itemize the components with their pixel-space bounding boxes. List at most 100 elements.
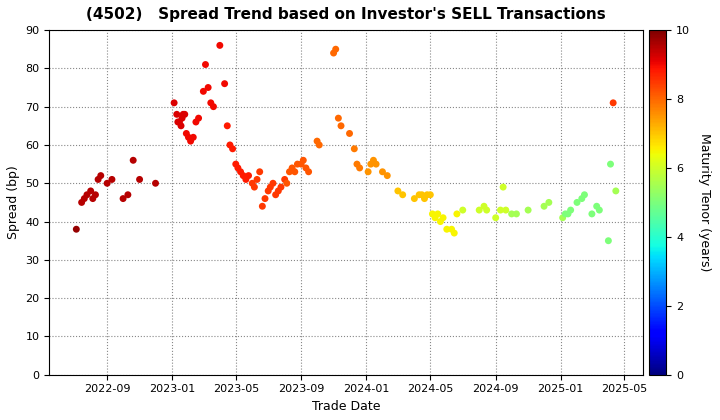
Point bbox=[579, 192, 590, 198]
Point bbox=[175, 123, 186, 129]
X-axis label: Trade Date: Trade Date bbox=[312, 400, 380, 413]
Point bbox=[451, 210, 463, 217]
Point bbox=[174, 118, 185, 125]
Point bbox=[506, 210, 518, 217]
Point bbox=[297, 157, 309, 164]
Point bbox=[510, 210, 522, 217]
Point bbox=[117, 195, 129, 202]
Point bbox=[429, 214, 441, 221]
Point bbox=[238, 172, 249, 179]
Point bbox=[90, 192, 102, 198]
Point bbox=[591, 203, 603, 210]
Point bbox=[264, 184, 276, 190]
Point bbox=[446, 226, 457, 233]
Point bbox=[287, 165, 298, 171]
Point bbox=[333, 115, 344, 121]
Point bbox=[92, 176, 104, 183]
Point bbox=[449, 230, 460, 236]
Point bbox=[437, 214, 449, 221]
Point bbox=[176, 115, 188, 121]
Point bbox=[78, 195, 90, 202]
Point bbox=[543, 199, 554, 206]
Point bbox=[498, 184, 509, 190]
Point bbox=[539, 203, 550, 210]
Point bbox=[273, 188, 284, 194]
Point bbox=[409, 195, 420, 202]
Point bbox=[303, 168, 315, 175]
Point bbox=[313, 142, 325, 148]
Point bbox=[76, 199, 87, 206]
Point bbox=[474, 207, 485, 213]
Point bbox=[348, 145, 360, 152]
Point bbox=[81, 192, 93, 198]
Point bbox=[95, 172, 107, 179]
Point bbox=[214, 42, 225, 49]
Point bbox=[240, 176, 251, 183]
Point bbox=[392, 188, 404, 194]
Point bbox=[289, 168, 300, 175]
Point bbox=[365, 161, 377, 168]
Point bbox=[106, 176, 117, 183]
Point bbox=[246, 180, 258, 186]
Point bbox=[413, 192, 425, 198]
Point bbox=[416, 192, 428, 198]
Y-axis label: Maturity Tenor (years): Maturity Tenor (years) bbox=[698, 133, 711, 272]
Point bbox=[193, 115, 204, 121]
Point bbox=[243, 172, 254, 179]
Point bbox=[351, 161, 363, 168]
Point bbox=[490, 214, 501, 221]
Point bbox=[224, 142, 235, 148]
Point bbox=[222, 123, 233, 129]
Point bbox=[441, 226, 453, 233]
Point bbox=[370, 161, 382, 168]
Point bbox=[343, 130, 355, 137]
Point bbox=[227, 145, 238, 152]
Point bbox=[275, 184, 287, 190]
Point bbox=[610, 188, 621, 194]
Point bbox=[419, 195, 431, 202]
Point bbox=[207, 103, 219, 110]
Point bbox=[127, 157, 139, 164]
Point bbox=[559, 210, 571, 217]
Point bbox=[181, 130, 192, 137]
Point bbox=[336, 123, 347, 129]
Point bbox=[171, 111, 183, 118]
Point bbox=[328, 50, 339, 56]
Point bbox=[190, 118, 202, 125]
Point bbox=[603, 237, 614, 244]
Point bbox=[187, 134, 199, 141]
Point bbox=[593, 207, 605, 213]
Point bbox=[522, 207, 534, 213]
Point bbox=[382, 172, 393, 179]
Point bbox=[185, 138, 197, 144]
Point bbox=[232, 165, 243, 171]
Point bbox=[205, 100, 217, 106]
Point bbox=[295, 161, 307, 168]
Point bbox=[562, 210, 574, 217]
Point bbox=[500, 207, 511, 213]
Point bbox=[362, 168, 374, 175]
Point bbox=[219, 80, 230, 87]
Point bbox=[270, 192, 282, 198]
Point bbox=[377, 168, 388, 175]
Point bbox=[199, 61, 211, 68]
Point bbox=[457, 207, 469, 213]
Point bbox=[284, 168, 295, 175]
Point bbox=[102, 180, 113, 186]
Point bbox=[263, 188, 274, 194]
Point bbox=[330, 46, 341, 52]
Point bbox=[368, 157, 379, 164]
Point bbox=[432, 210, 444, 217]
Point bbox=[605, 161, 616, 168]
Point bbox=[87, 195, 99, 202]
Point bbox=[281, 180, 292, 186]
Point bbox=[259, 195, 271, 202]
Point bbox=[495, 207, 506, 213]
Point bbox=[168, 100, 180, 106]
Point bbox=[177, 111, 189, 118]
Point bbox=[230, 161, 241, 168]
Point bbox=[71, 226, 82, 233]
Point bbox=[571, 199, 582, 206]
Point bbox=[256, 203, 268, 210]
Point bbox=[478, 203, 490, 210]
